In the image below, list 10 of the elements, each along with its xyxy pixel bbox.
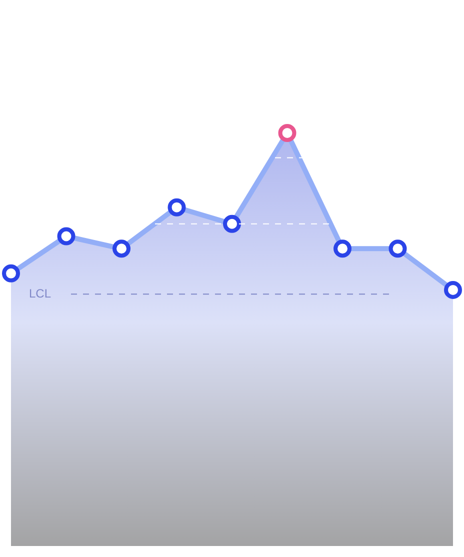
point bbox=[57, 227, 76, 246]
point bbox=[334, 240, 352, 258]
point bbox=[444, 280, 462, 299]
point bbox=[223, 214, 241, 233]
ref-line-label: LCL bbox=[29, 286, 52, 300]
point bbox=[2, 264, 20, 282]
point bbox=[168, 198, 186, 216]
point bbox=[278, 124, 296, 142]
point bbox=[112, 240, 130, 258]
point bbox=[388, 240, 407, 258]
